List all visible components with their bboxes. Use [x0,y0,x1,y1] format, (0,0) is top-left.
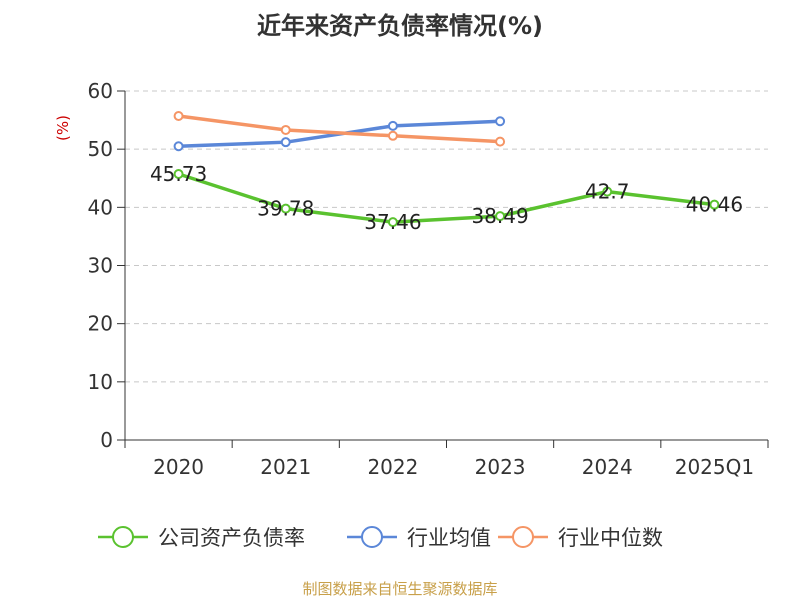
x-tick-label: 2020 [153,455,204,479]
legend-marker [512,526,534,548]
legend-item[interactable]: 行业中位数 [498,526,663,550]
legend-label: 公司资产负债率 [158,526,305,550]
series-line [178,114,501,144]
data-point [173,111,184,122]
data-point [495,136,506,147]
x-tick-label: 2023 [475,455,526,479]
legend-item[interactable]: 行业均值 [347,526,491,550]
series [173,111,720,228]
legend-item[interactable]: 公司资产负债率 [98,526,305,550]
data-label: 40.46 [686,193,743,217]
legend-marker [112,526,134,548]
x-tick-label: 2021 [260,455,311,479]
data-point [173,141,184,152]
data-point [280,203,291,214]
chart-title: 近年来资产负债率情况(%) [257,12,543,40]
x-tick-label: 2022 [367,455,418,479]
x-tick-label: 2025Q1 [675,455,754,479]
y-tick-label: 20 [88,312,113,336]
data-point [173,169,184,180]
data-point [280,124,291,135]
data-point [602,186,613,197]
legend-label: 行业中位数 [558,526,663,550]
y-tick-label: 60 [88,79,113,103]
data-label: 42.7 [585,180,630,204]
series-line [178,172,715,224]
y-tick-label: 50 [88,137,113,161]
data-point [709,199,720,210]
data-point [280,137,291,148]
x-tick-label: 2024 [582,455,633,479]
data-point [387,120,398,131]
data-point [387,217,398,228]
data-label: 38.49 [471,204,528,228]
data-label: 39.78 [257,197,314,221]
data-source-note: 制图数据来自恒生聚源数据库 [302,580,498,598]
y-axis-label: (%) [54,115,72,141]
data-point [495,116,506,127]
y-tick-label: 10 [88,370,113,394]
data-label: 45.73 [150,162,207,186]
data-point [495,211,506,222]
axes: 0 10 20 30 40 50 60 2020 2021 2022 2023 2024 2025Q1 [88,79,769,479]
y-tick-label: 40 [88,195,113,219]
data-label: 37.46 [364,210,421,234]
legend-marker [361,526,383,548]
y-tick-label: 30 [88,254,113,278]
data-point [387,130,398,141]
y-tick-label: 0 [100,428,113,452]
data-labels: 45.73 39.78 37.46 38.49 42.7 40.46 [150,162,743,234]
legend: 公司资产负债率 行业均值 行业中位数 [98,526,663,550]
grid-lines [125,90,768,383]
legend-label: 行业均值 [407,526,491,550]
